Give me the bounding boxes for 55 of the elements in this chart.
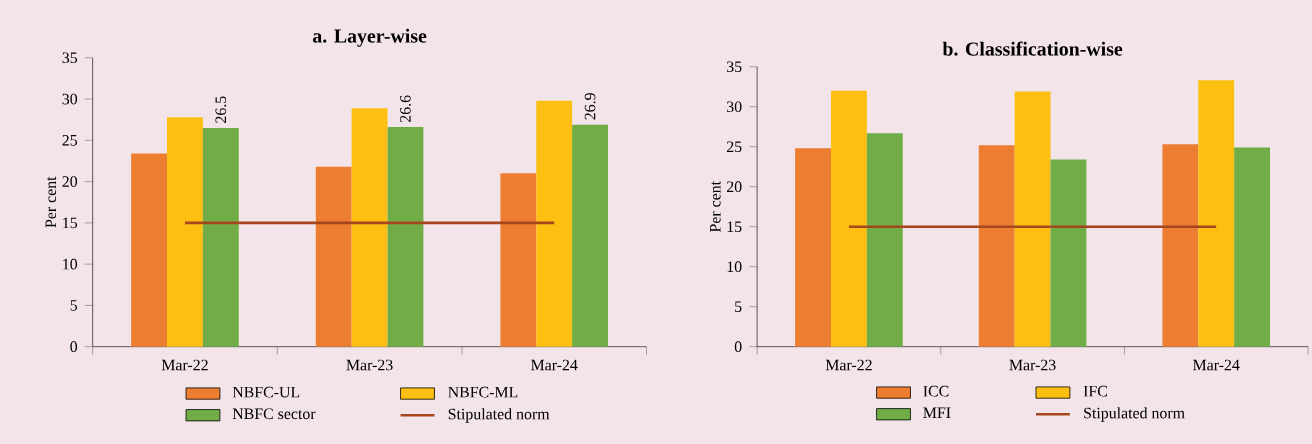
y-tick-label: 15 xyxy=(727,221,742,232)
legend-label: Stipulated norm xyxy=(448,408,550,423)
bar xyxy=(351,107,388,347)
y-tick-label: 20 xyxy=(726,181,742,192)
y-axis-title: Per cent xyxy=(45,176,57,228)
bar xyxy=(1162,144,1199,347)
bar xyxy=(202,127,239,347)
y-tick-label: 20 xyxy=(62,176,78,187)
data-label: 26.5 xyxy=(215,96,227,123)
bar xyxy=(572,124,609,347)
bar xyxy=(167,117,203,347)
data-label: 26.9 xyxy=(584,92,596,120)
bar xyxy=(131,153,168,347)
bar xyxy=(978,144,1015,347)
bar xyxy=(1198,80,1235,347)
legend-label: NBFC-ML xyxy=(448,386,518,398)
x-tick-label: Mar-24 xyxy=(531,359,578,371)
bar xyxy=(866,132,903,347)
y-tick-label: 25 xyxy=(726,141,742,152)
bar xyxy=(795,148,832,347)
legend-label: NBFC sector xyxy=(232,408,316,419)
data-label: 26.6 xyxy=(400,95,411,122)
y-tick-label: 15 xyxy=(63,217,78,229)
y-tick-label: 10 xyxy=(63,258,78,270)
y-tick-label: 30 xyxy=(62,93,78,105)
x-tick-label: Mar-22 xyxy=(825,359,872,371)
y-axis-title: Per cent xyxy=(710,180,721,232)
y-tick-label: 5 xyxy=(735,301,742,312)
chart-title: b. Classification-wise xyxy=(942,41,1123,56)
legend-label: MFI xyxy=(923,407,951,418)
bar xyxy=(315,166,352,347)
x-tick-label: Mar-22 xyxy=(161,359,208,371)
bar xyxy=(500,173,537,347)
chart-title: a. Layer-wise xyxy=(313,28,427,47)
legend-label: ICC xyxy=(923,385,949,397)
bar xyxy=(387,126,424,347)
bar xyxy=(1050,159,1087,347)
bar xyxy=(831,90,867,347)
y-tick-label: 0 xyxy=(734,341,742,352)
y-tick-label: 30 xyxy=(727,101,742,112)
y-tick-label: 0 xyxy=(70,341,78,352)
bar xyxy=(1014,91,1051,347)
y-tick-label: 5 xyxy=(70,299,78,311)
bar xyxy=(1234,147,1271,347)
bar xyxy=(536,100,573,347)
y-tick-label: 25 xyxy=(62,134,78,146)
y-tick-label: 35 xyxy=(727,61,742,72)
legend-label: NBFC-UL xyxy=(232,386,300,398)
x-tick-label: Mar-23 xyxy=(346,359,393,371)
x-tick-label: Mar-23 xyxy=(1009,359,1056,371)
legend-label: IFC xyxy=(1083,385,1107,397)
y-tick-label: 10 xyxy=(727,261,742,272)
legend-label: Stipulated norm xyxy=(1084,407,1185,422)
y-tick-label: 35 xyxy=(62,52,78,63)
x-tick-label: Mar-24 xyxy=(1193,359,1240,371)
